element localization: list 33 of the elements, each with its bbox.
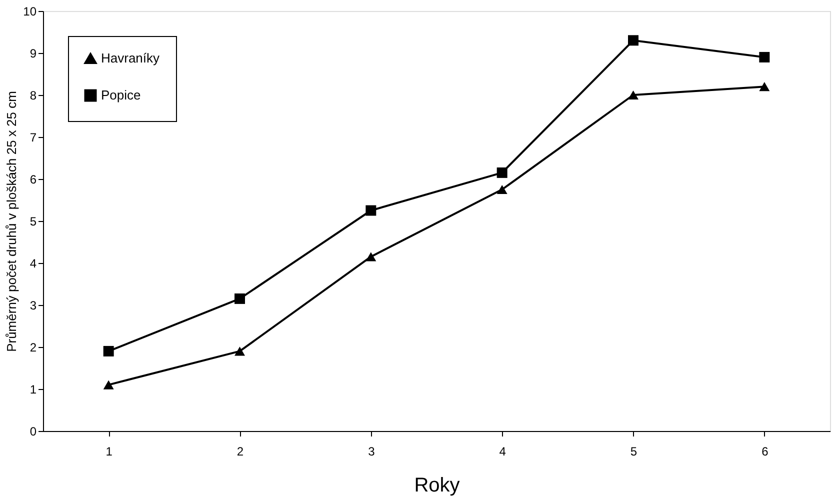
point	[103, 346, 114, 356]
x-tick-label: 2	[236, 444, 244, 458]
point	[496, 167, 508, 178]
x-tick-label: 5	[630, 444, 638, 458]
y-tick-label: 7	[30, 130, 37, 144]
point	[366, 205, 376, 216]
point	[628, 35, 638, 46]
x-tick-label: 6	[762, 444, 769, 458]
x-tick-label: 4	[499, 444, 506, 458]
point	[759, 52, 770, 62]
point	[103, 380, 114, 390]
y-axis-title: Průměrný počet druhů v ploškách 25 x 25 cm	[4, 91, 20, 352]
point	[366, 252, 376, 262]
y-tick-label: 10	[23, 4, 37, 18]
y-tick-label: 6	[30, 172, 37, 186]
legend-label: Popice	[101, 88, 141, 102]
point	[628, 90, 638, 100]
y-tick-label: 9	[30, 46, 37, 60]
y-tick-label: 3	[30, 298, 37, 312]
y-tick-label: 4	[30, 256, 37, 270]
legend-label: Havraníky	[101, 50, 160, 66]
x-tick-label: 1	[106, 444, 113, 458]
point	[496, 184, 508, 194]
y-tick-label: 8	[30, 88, 37, 102]
y-tick-label: 0	[30, 424, 37, 438]
y-tick-label: 2	[30, 340, 37, 354]
point	[234, 293, 245, 304]
x-axis-title: Roky	[414, 474, 460, 496]
point	[234, 346, 245, 356]
y-tick-label: 5	[30, 214, 37, 228]
y-tick-label: 1	[30, 382, 37, 396]
x-tick-label: 3	[368, 444, 376, 458]
point	[759, 82, 770, 92]
